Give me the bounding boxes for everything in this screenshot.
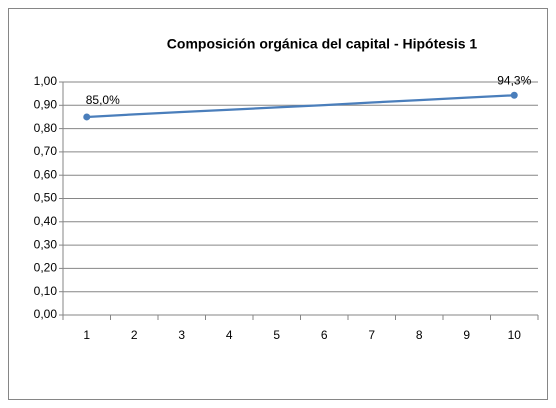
y-tick-label: 0,70 [34,144,58,158]
y-tick-label: 0,80 [34,121,58,135]
x-tick-label: 7 [368,328,375,342]
y-tick-label: 0,90 [34,97,58,111]
y-tick-label: 0,20 [34,261,58,275]
chart-border [8,8,548,400]
x-tick-label: 6 [321,328,328,342]
y-tick-label: 0,30 [34,237,58,251]
y-tick-label: 0,50 [34,191,58,205]
x-tick-label: 1 [83,328,90,342]
y-tick-label: 0,40 [34,214,58,228]
series-line [86,94,515,119]
y-tick-label: 1,00 [34,74,58,88]
chart-title: Composición orgánica del capital - Hipót… [167,36,478,52]
x-tick-label: 4 [226,328,233,342]
x-tick-label: 2 [131,328,138,342]
point-marker [83,113,91,121]
x-tick-label: 9 [463,328,470,342]
x-tick-label: 5 [273,328,280,342]
x-tick-label: 10 [508,328,522,342]
x-tick-label: 3 [178,328,185,342]
y-tick-label: 0,00 [34,307,58,321]
x-tick-label: 8 [416,328,423,342]
data-label: 85,0% [86,93,120,107]
point-marker [510,91,518,99]
y-tick-label: 0,60 [34,167,58,181]
y-tick-label: 0,10 [34,284,58,298]
data-label: 94,3% [497,73,531,87]
